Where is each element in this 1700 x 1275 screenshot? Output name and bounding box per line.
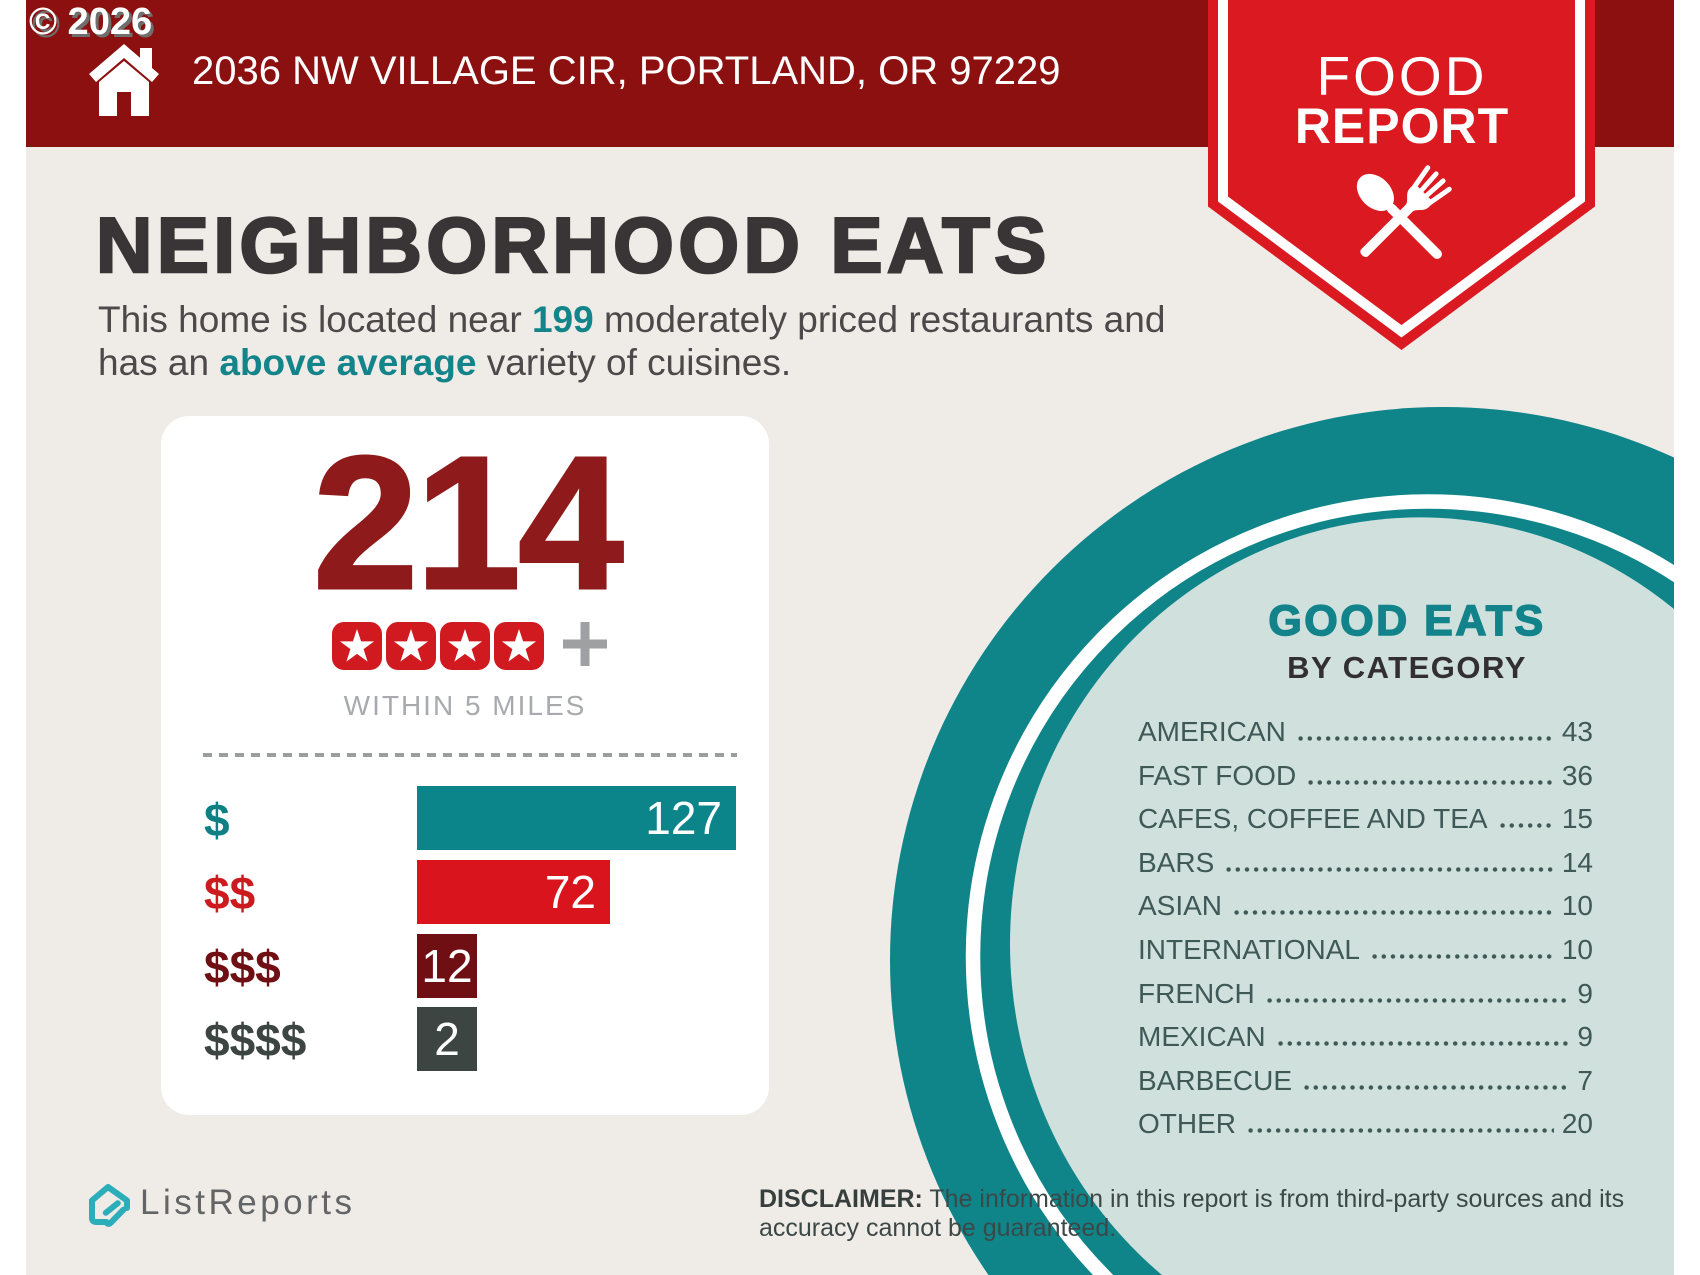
svg-text:FOOD: FOOD	[1317, 45, 1488, 107]
svg-text:REPORT: REPORT	[1295, 98, 1509, 154]
